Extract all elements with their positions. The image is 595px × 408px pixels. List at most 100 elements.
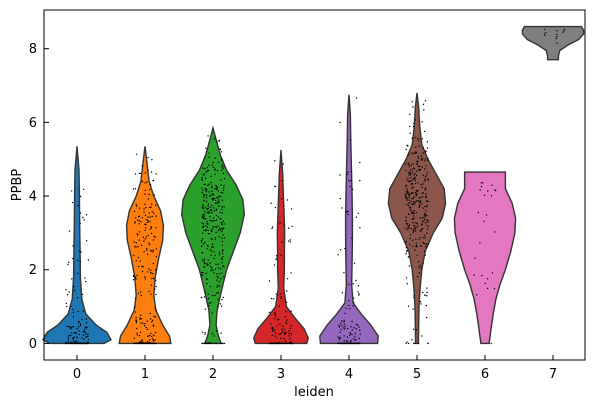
point-5 [427,179,430,181]
point-4 [348,304,350,307]
point-1 [152,262,155,265]
point-4 [343,342,345,345]
point-5 [404,227,407,230]
point-2 [220,305,223,307]
point-1 [132,275,135,277]
point-2 [211,238,213,240]
point-1 [145,227,147,229]
point-1 [145,219,147,221]
point-1 [135,321,137,324]
point-5 [427,157,429,160]
point-1 [139,318,141,320]
point-5 [406,179,408,181]
point-2 [219,229,222,231]
point-2 [214,173,216,175]
point-6 [491,184,493,186]
point-3 [286,199,289,201]
point-2 [205,278,208,280]
point-4 [343,328,346,330]
point-1 [135,217,137,219]
point-5 [412,231,414,234]
point-5 [409,169,411,171]
point-2 [201,222,203,224]
point-5 [414,176,416,179]
violin-5 [387,92,447,345]
point-3 [275,258,277,261]
point-4 [355,342,358,345]
point-2 [206,264,208,266]
point-4 [358,326,360,328]
point-2 [202,208,204,210]
point-0 [81,318,83,320]
point-5 [412,239,414,241]
point-2 [212,227,214,230]
point-7 [545,32,547,34]
point-4 [352,338,355,340]
point-1 [145,224,147,226]
point-2 [222,265,224,267]
point-5 [406,188,408,190]
point-0 [67,326,70,328]
point-1 [135,242,137,244]
point-5 [414,201,416,203]
point-2 [208,164,210,166]
point-5 [418,197,420,199]
point-3 [278,305,280,307]
point-2 [210,342,212,345]
point-2 [221,212,224,214]
point-5 [427,178,429,180]
point-1 [138,220,141,222]
point-5 [427,200,429,203]
point-5 [422,103,425,106]
point-2 [210,270,212,272]
point-0 [81,342,84,345]
point-2 [209,195,211,197]
point-5 [418,145,420,147]
point-4 [346,336,349,338]
point-1 [147,271,149,273]
point-5 [422,228,424,230]
point-0 [66,294,69,296]
point-2 [216,196,218,199]
point-1 [140,341,142,343]
point-3 [280,296,283,298]
point-2 [201,238,204,240]
point-2 [215,188,218,191]
point-1 [153,194,156,196]
point-2 [223,166,225,168]
point-2 [208,342,211,344]
point-6 [480,182,482,184]
point-5 [421,138,423,140]
point-2 [220,332,222,334]
point-2 [210,229,213,231]
point-5 [409,180,412,182]
y-tick-label-0: 0 [29,337,37,352]
point-5 [424,160,426,162]
point-6 [479,189,481,191]
point-2 [201,207,204,209]
point-0 [72,311,75,314]
point-3 [274,312,276,314]
point-3 [281,179,283,182]
point-5 [424,187,427,189]
point-5 [427,159,429,162]
point-5 [407,228,409,231]
point-5 [415,146,417,149]
point-0 [85,327,87,329]
point-3 [274,335,276,337]
point-2 [215,330,218,332]
point-5 [410,206,412,208]
point-2 [206,244,208,246]
point-2 [220,169,223,171]
point-3 [273,342,275,345]
point-2 [213,272,215,274]
point-5 [416,276,419,278]
point-1 [154,307,156,309]
point-5 [405,163,407,165]
point-5 [424,235,426,237]
point-0 [72,339,75,341]
point-6 [487,190,489,192]
point-5 [408,193,410,195]
point-3 [272,329,274,331]
point-2 [200,296,203,299]
